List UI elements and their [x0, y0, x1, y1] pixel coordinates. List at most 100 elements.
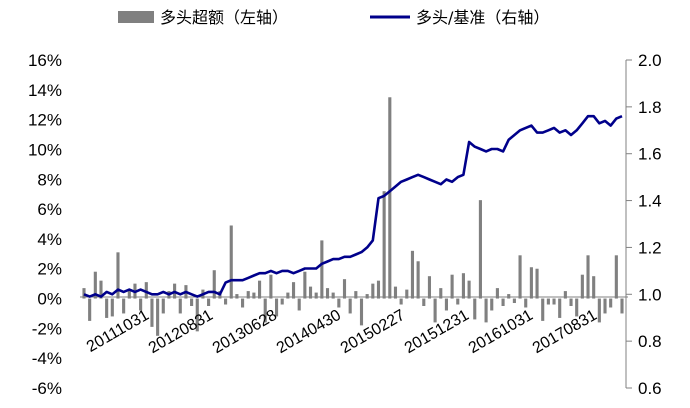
ratio-line: [83, 114, 623, 298]
x-axis: 2011103120120831201306282014043020150227…: [84, 307, 600, 357]
y-right-tick-label: 0.6: [638, 379, 662, 398]
bar: [586, 255, 590, 299]
y-left-tick-label: 10%: [28, 140, 62, 159]
bar: [507, 294, 511, 299]
bar: [495, 288, 499, 299]
bar: [433, 298, 437, 323]
y-axis-left: 16% 14% 12% 10% 8% 6% 4% 2% 0% -2% -4% -6%: [28, 51, 62, 398]
bar: [207, 298, 211, 306]
bar: [569, 298, 573, 306]
bar: [348, 298, 352, 314]
bar: [461, 273, 465, 299]
bar: [359, 298, 364, 326]
x-tick-label: 20150227: [338, 307, 408, 357]
bar: [354, 291, 358, 299]
bar: [320, 240, 324, 299]
bar: [178, 298, 182, 314]
bar: [325, 288, 330, 299]
bar: [552, 298, 556, 305]
bar: [224, 298, 228, 305]
bar: [241, 298, 245, 308]
legend-line-label: 多头/基准（右轴）: [416, 8, 549, 27]
y-left-tick-label: 0%: [37, 290, 62, 309]
bar: [365, 294, 369, 299]
bar: [580, 274, 584, 299]
bar: [246, 291, 250, 299]
bar: [139, 298, 143, 311]
y-right-tick-label: 1.8: [638, 98, 662, 117]
x-tick-label: 20161031: [466, 307, 536, 357]
y-left-tick-label: 12%: [28, 111, 62, 130]
bar: [195, 298, 199, 332]
bar: [229, 225, 233, 299]
bar: [399, 298, 403, 305]
bar: [212, 270, 216, 299]
bar: [93, 271, 97, 299]
bar: [88, 298, 92, 321]
bar: [444, 298, 448, 311]
bar: [82, 288, 86, 299]
bar: [291, 282, 296, 299]
y-right-tick-label: 1.2: [638, 238, 662, 257]
y-left-tick-label: -4%: [32, 349, 62, 368]
bar: [303, 271, 307, 299]
y-left-tick-label: 8%: [37, 170, 62, 189]
legend-bar-swatch: [118, 11, 154, 23]
bar: [592, 276, 596, 299]
bar: [439, 288, 443, 299]
x-tick-label: 20151231: [402, 307, 472, 357]
bar: [116, 252, 120, 299]
bar: [484, 298, 488, 323]
bar: [105, 298, 109, 318]
bar: [388, 97, 392, 299]
bar: [490, 298, 494, 311]
bar: [609, 298, 613, 308]
bar: [558, 298, 562, 318]
bar: [410, 250, 415, 299]
bar: [144, 282, 148, 299]
bar: [280, 298, 284, 305]
bar: [122, 298, 126, 314]
bar: [127, 289, 131, 299]
bar: [614, 255, 618, 299]
bar: [524, 298, 528, 308]
bar: [518, 255, 522, 299]
bar: [314, 292, 318, 299]
bar: [308, 286, 313, 299]
bar: [456, 298, 460, 305]
y-left-tick-label: 6%: [37, 200, 62, 219]
y-right-tick-label: 0.8: [638, 332, 662, 351]
bar: [575, 298, 579, 317]
y-left-tick-label: -2%: [32, 319, 62, 338]
legend-bar-label: 多头超额（左轴）: [160, 8, 288, 27]
bar: [235, 294, 239, 299]
bar: [274, 298, 279, 317]
y-left-tick-label: 2%: [37, 260, 62, 279]
y-axis-right: 2.0 1.8 1.6 1.4 1.2 1.0 0.8 0.6: [626, 51, 662, 398]
bar: [535, 268, 539, 299]
legend: 多头超额（左轴） 多头/基准（右轴）: [118, 8, 549, 27]
bar: [541, 298, 545, 321]
bar: [382, 191, 386, 299]
bar: [156, 298, 160, 336]
bar: [512, 298, 516, 304]
x-tick-label: 20111031: [84, 307, 152, 356]
bar: [427, 276, 432, 299]
bar: [563, 291, 567, 299]
y-left-tick-label: 16%: [28, 51, 62, 70]
bar: [620, 298, 624, 314]
x-tick-label: 20130628: [210, 307, 280, 357]
bar: [371, 283, 375, 299]
bar: [297, 298, 301, 311]
bar: [416, 261, 420, 299]
bar: [422, 298, 426, 306]
bar: [467, 280, 471, 299]
bar: [161, 298, 165, 314]
bar: [473, 298, 477, 320]
y-right-tick-label: 1.6: [638, 145, 662, 164]
bar: [269, 274, 273, 299]
bar: [263, 298, 267, 323]
y-left-tick-label: 14%: [28, 81, 62, 100]
bar: [150, 298, 154, 327]
